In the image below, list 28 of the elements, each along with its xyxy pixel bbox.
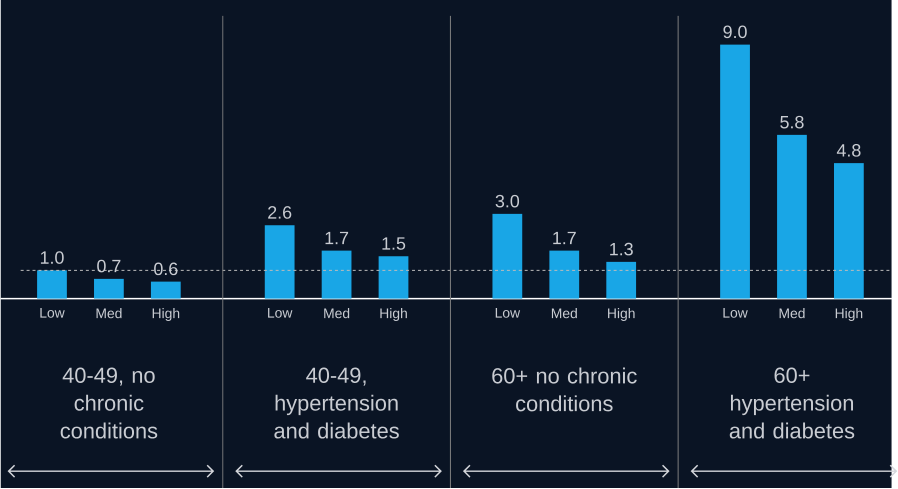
x-tick-label: Low: [40, 308, 65, 318]
x-tick-label: Low: [268, 308, 292, 318]
data-label: 1.0: [40, 251, 64, 264]
x-tick-label: High: [380, 308, 407, 322]
data-label: 0.7: [97, 260, 120, 273]
data-label: 1.3: [610, 243, 633, 256]
data-label: 9.0: [723, 26, 747, 38]
x-tick-label: Low: [496, 308, 520, 318]
text: 60+ hypertension and diabetes: [730, 368, 854, 439]
x-tick-label: Low: [723, 308, 748, 318]
data-label: 1.7: [553, 232, 576, 244]
data-label: 0.6: [154, 262, 178, 276]
data-label: 1.7: [326, 232, 348, 244]
x-tick-label: Med: [324, 308, 350, 318]
data-label: 2.6: [268, 206, 292, 219]
x-tick-label: Med: [552, 308, 577, 318]
data-label: 1.5: [382, 238, 406, 250]
x-tick-label: High: [152, 308, 180, 322]
text: 40-49, no chronic conditions: [60, 368, 158, 439]
data-label: 4.8: [836, 144, 861, 157]
x-tick-label: High: [608, 308, 635, 322]
x-tick-label: Med: [780, 308, 805, 318]
text: 60+ no chronic conditions: [492, 368, 637, 412]
text: 40-49, hypertension and diabetes: [274, 368, 399, 439]
x-tick-label: Med: [96, 308, 122, 318]
data-label: 3.0: [496, 195, 520, 208]
x-tick-label: High: [836, 308, 862, 322]
data-label: 5.8: [780, 116, 804, 129]
